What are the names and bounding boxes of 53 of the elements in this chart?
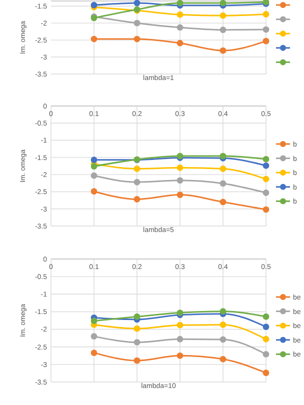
point xyxy=(262,370,270,376)
point xyxy=(262,190,270,196)
point xyxy=(90,333,98,340)
point xyxy=(134,36,140,42)
point xyxy=(176,164,184,171)
point xyxy=(220,180,226,187)
point xyxy=(176,322,184,328)
point xyxy=(220,26,226,34)
point xyxy=(262,351,270,358)
point xyxy=(262,176,270,182)
point xyxy=(262,336,270,342)
point xyxy=(176,336,184,342)
point xyxy=(262,206,270,213)
point xyxy=(262,156,270,162)
point xyxy=(220,166,226,172)
point xyxy=(134,357,140,364)
point xyxy=(90,188,98,195)
point xyxy=(220,336,226,343)
point xyxy=(176,40,184,46)
point xyxy=(90,156,98,164)
point xyxy=(262,38,270,44)
point xyxy=(262,162,270,169)
point xyxy=(90,36,98,42)
point xyxy=(134,178,140,186)
point xyxy=(90,172,98,179)
point xyxy=(134,196,140,202)
point xyxy=(90,350,98,356)
point xyxy=(134,325,140,332)
point xyxy=(220,47,226,54)
point xyxy=(262,26,270,33)
point xyxy=(262,324,270,330)
point xyxy=(220,322,226,328)
point xyxy=(220,198,226,206)
point xyxy=(134,339,140,346)
point xyxy=(262,11,270,18)
point xyxy=(176,310,184,316)
point xyxy=(176,0,184,6)
point xyxy=(176,24,184,31)
point xyxy=(176,192,184,198)
point xyxy=(262,313,270,320)
point xyxy=(134,20,140,26)
point xyxy=(220,0,226,6)
point xyxy=(90,163,98,170)
point xyxy=(176,177,184,184)
point xyxy=(134,0,140,6)
point xyxy=(220,12,226,19)
point xyxy=(134,313,140,320)
point xyxy=(220,356,226,362)
point xyxy=(176,11,184,18)
point xyxy=(176,352,184,359)
point xyxy=(134,166,140,172)
point xyxy=(220,308,226,315)
point xyxy=(90,318,98,324)
